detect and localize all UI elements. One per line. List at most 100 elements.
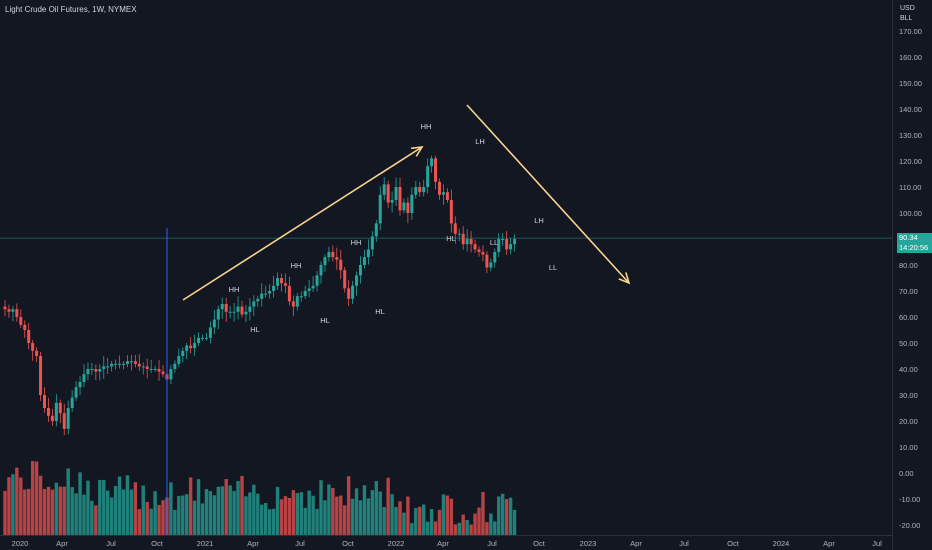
volume-bar <box>508 497 513 535</box>
candle-body <box>161 371 165 375</box>
y-tick-label: 20.00 <box>899 417 918 426</box>
candle-body <box>197 337 201 343</box>
volume-bar <box>145 501 149 535</box>
candle-body <box>426 166 430 187</box>
candle-body <box>359 265 362 276</box>
candle-body <box>323 257 327 265</box>
volume-bar <box>394 506 398 535</box>
candle-body <box>418 187 422 193</box>
x-tick-label: 2022 <box>388 539 405 548</box>
candle-body <box>406 202 410 213</box>
candle-body <box>145 366 149 369</box>
volume-bar <box>15 467 19 535</box>
candle-body <box>141 366 145 368</box>
volume-bar <box>327 484 331 535</box>
y-tick-label: 170.00 <box>899 27 922 36</box>
pattern-label-hh: HH <box>421 122 432 131</box>
time-axis[interactable]: 2020 Apr Jul Oct 2021 Apr Jul Oct 2022 Apr Jul Oct 2… <box>12 539 882 548</box>
volume-bar <box>287 497 292 535</box>
candle-body <box>390 200 394 203</box>
volume-bar <box>339 495 343 535</box>
candle-body <box>110 363 114 367</box>
pattern-label-lh: LH <box>534 216 544 225</box>
x-tick-label: 2021 <box>197 539 214 548</box>
volume-bar <box>473 513 477 535</box>
pattern-label-hh: HH <box>291 261 302 270</box>
volume-bar <box>422 504 426 535</box>
trend-arrows[interactable] <box>182 104 631 301</box>
volume-bar <box>252 484 256 535</box>
volume-bar <box>232 490 236 535</box>
candle-body <box>78 382 82 388</box>
volume-bar <box>465 519 469 535</box>
uptrend-arrow[interactable] <box>182 146 423 301</box>
volume-bar <box>30 461 35 535</box>
volume-bar <box>224 478 228 535</box>
candle-body <box>260 293 264 299</box>
candle-body <box>173 363 177 369</box>
pattern-label-hl: HL <box>320 316 330 325</box>
volume-bar <box>208 491 213 535</box>
volume-bar <box>504 499 509 535</box>
volume-bar <box>161 500 165 535</box>
volume-bar <box>453 524 457 535</box>
volume-bar <box>354 488 359 535</box>
candle-body <box>27 330 31 343</box>
candle-body <box>457 233 461 235</box>
candle-body <box>331 252 335 258</box>
volume-bar <box>244 496 248 535</box>
volume-bar <box>501 493 505 535</box>
volume-bar <box>256 493 260 535</box>
volume-bar <box>283 496 288 535</box>
candle-body <box>398 187 402 211</box>
x-tick-label: Oct <box>727 539 740 548</box>
volume-bar <box>86 480 90 535</box>
candle-body <box>7 309 11 312</box>
candle-body <box>461 233 465 245</box>
volume-bar <box>457 522 461 535</box>
volume-bar <box>362 485 367 535</box>
candle-body <box>177 356 181 364</box>
x-tick-label: Jul <box>295 539 305 548</box>
volume-bar <box>279 499 284 535</box>
y-tick-label: 70.00 <box>899 287 918 296</box>
pattern-label-hl: HL <box>446 234 456 243</box>
candle-body <box>295 296 299 307</box>
candle-body <box>493 252 497 263</box>
uptrend-arrow-head <box>410 146 424 157</box>
candle-body <box>248 306 252 312</box>
candle-body <box>449 200 453 224</box>
candle-body <box>204 337 208 339</box>
volume-bar <box>386 477 390 535</box>
volume-bar <box>370 490 375 535</box>
volume-bar <box>335 496 339 535</box>
candle-body <box>66 408 70 429</box>
candle-body <box>402 202 406 211</box>
candle-body <box>23 324 27 330</box>
candle-body <box>410 194 414 213</box>
candle-body <box>465 239 469 245</box>
candle-body <box>386 184 390 203</box>
downtrend-arrow[interactable] <box>466 104 630 284</box>
volume-bar <box>248 492 252 535</box>
volume-bar <box>406 496 410 535</box>
candle-body <box>35 350 39 356</box>
candle-body <box>212 319 216 328</box>
x-tick-label: Oct <box>151 539 164 548</box>
volume-bar <box>125 475 130 535</box>
candle-body <box>438 181 441 195</box>
candle-body <box>102 366 106 369</box>
candle-body <box>106 366 110 368</box>
candle-body <box>307 288 311 291</box>
volume-bars <box>3 461 517 535</box>
candle-body <box>252 301 256 307</box>
volume-bar <box>129 489 134 535</box>
candle-body <box>50 415 54 421</box>
candle-body <box>366 249 370 258</box>
candle-body <box>86 369 90 375</box>
candle-body <box>414 187 418 195</box>
candle-body <box>46 408 50 416</box>
price-axis[interactable]: 170.00 160.00 150.00 140.00 130.00 120.00 110.… <box>899 27 922 530</box>
candle-body <box>339 259 343 271</box>
